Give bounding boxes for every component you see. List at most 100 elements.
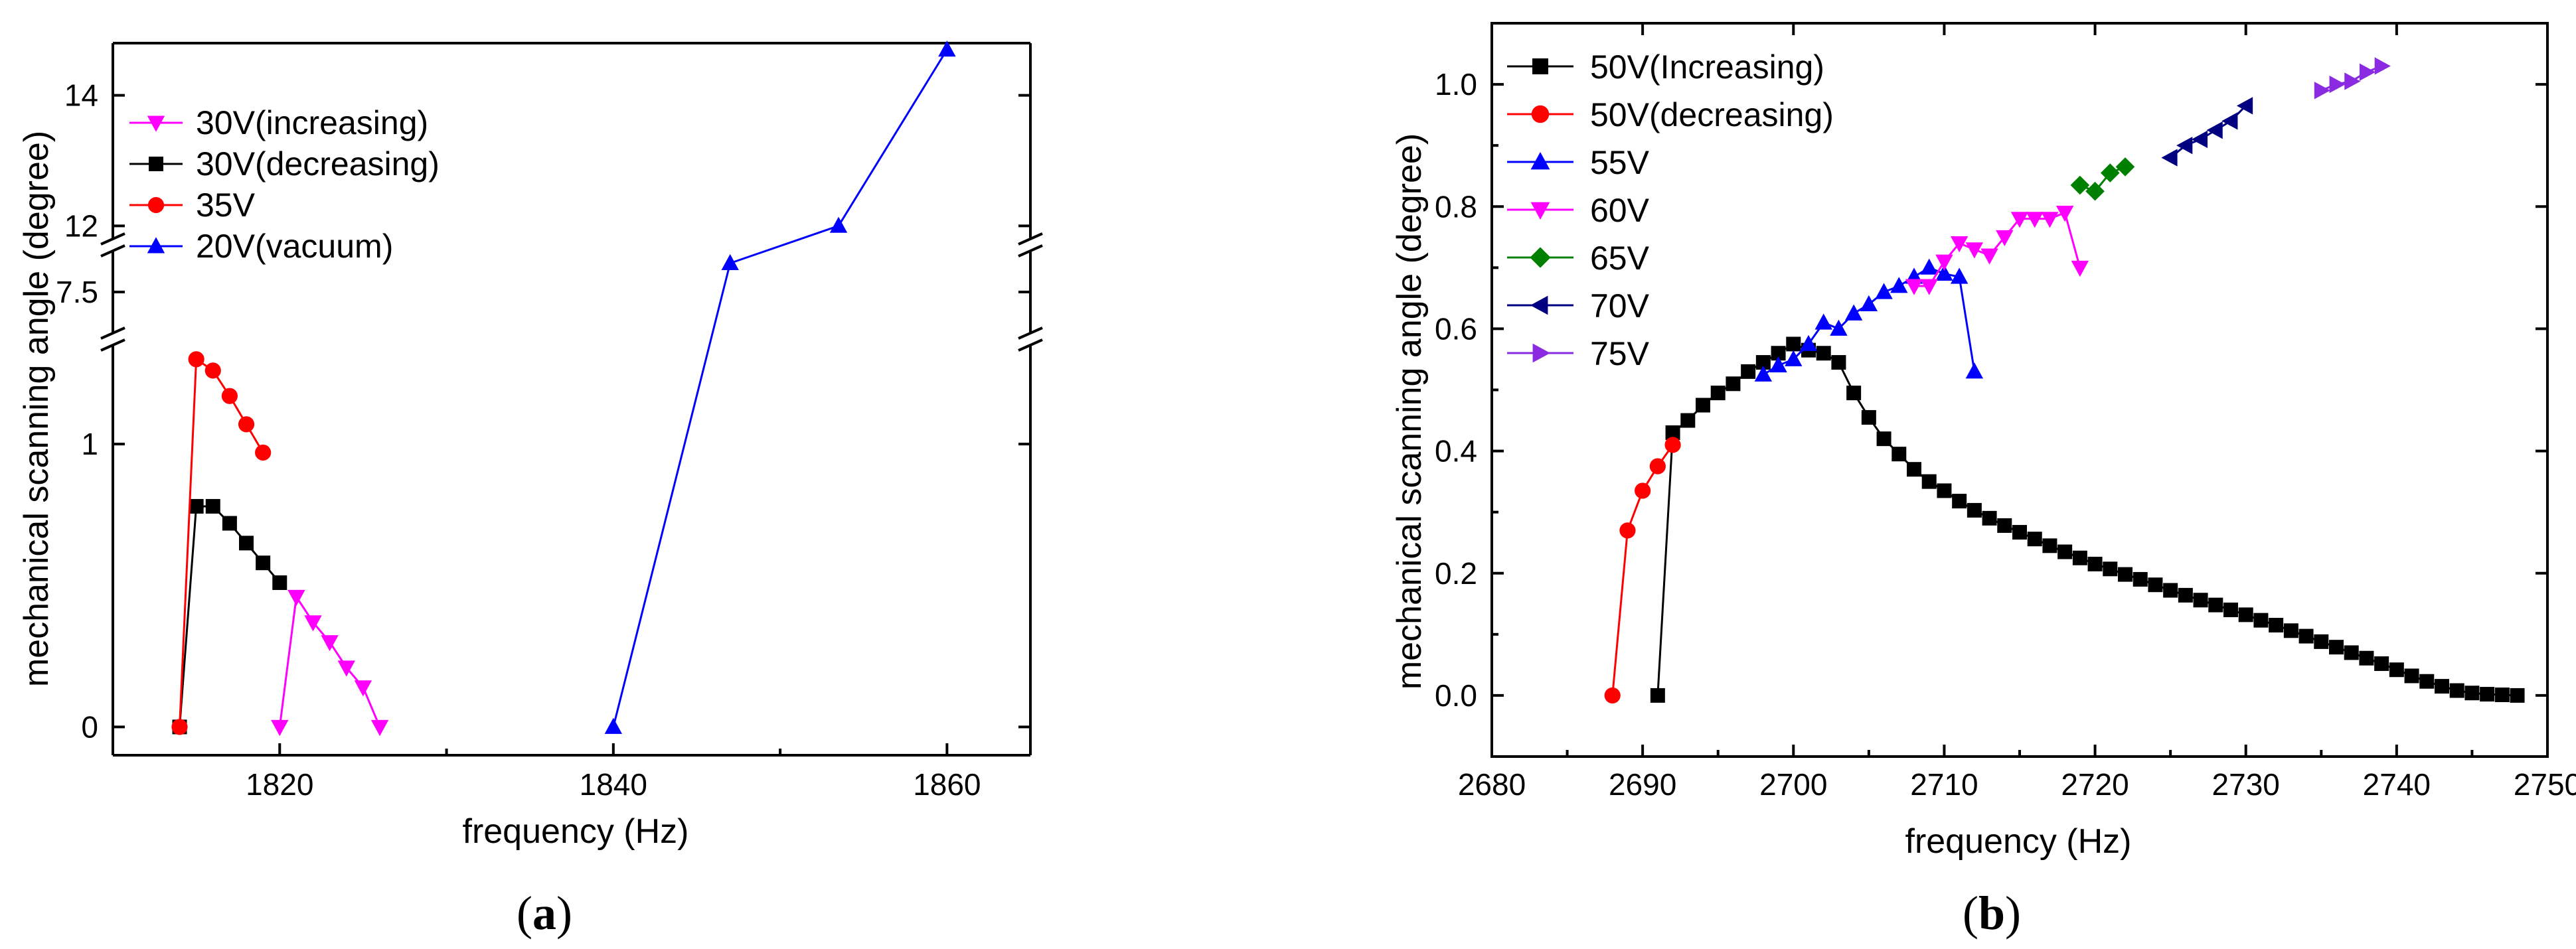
a-legend-marker bbox=[147, 237, 165, 254]
b-data-point bbox=[1769, 356, 1787, 373]
b-series-6 bbox=[2314, 57, 2391, 100]
b-series-line bbox=[2079, 166, 2126, 193]
b-legend-item: 70V bbox=[1507, 287, 1650, 325]
b-data-point bbox=[2118, 567, 2133, 582]
b-data-point bbox=[2085, 181, 2105, 201]
b-legend-label: 70V bbox=[1590, 287, 1650, 325]
chart-a-legend: 30V(increasing) 30V(decreasing)35V 20V(vac… bbox=[129, 104, 440, 265]
b-data-point bbox=[1920, 279, 1938, 295]
a-data-point bbox=[239, 536, 254, 551]
b-data-point bbox=[2314, 634, 2329, 649]
a-data-point bbox=[354, 680, 372, 697]
b-legend-marker bbox=[1532, 58, 1548, 74]
b-xtick-label: 2680 bbox=[1458, 767, 1526, 802]
b-legend-label: 50V(Increasing) bbox=[1590, 48, 1824, 86]
b-data-point bbox=[2359, 63, 2376, 81]
a-xtick-label: 1820 bbox=[246, 767, 313, 802]
b-data-point bbox=[2344, 645, 2359, 660]
b-data-point bbox=[2404, 668, 2419, 684]
b-legend-label: 55V bbox=[1590, 144, 1650, 181]
b-data-point bbox=[1890, 277, 1908, 293]
a-axis-break-mark bbox=[100, 244, 125, 257]
b-ytick-label: 0.6 bbox=[1435, 311, 1477, 346]
chart-a-series bbox=[171, 40, 956, 737]
b-data-point bbox=[2042, 538, 2057, 553]
b-data-point bbox=[1952, 494, 1967, 509]
b-data-point bbox=[2103, 561, 2118, 577]
b-data-point bbox=[1696, 398, 1710, 413]
b-data-point bbox=[1982, 510, 1997, 526]
b-data-point bbox=[1921, 474, 1937, 489]
a-data-point bbox=[255, 444, 272, 461]
svg-text:(a): (a) bbox=[517, 887, 572, 940]
b-data-point bbox=[2176, 136, 2193, 155]
b-data-point bbox=[2148, 577, 2163, 593]
b-data-point bbox=[2374, 57, 2391, 75]
b-data-point bbox=[1814, 313, 1832, 330]
b-series-5 bbox=[2161, 97, 2253, 167]
a-axis-break-mark bbox=[1018, 244, 1043, 257]
b-data-point bbox=[1935, 264, 1953, 281]
b-data-point bbox=[1754, 365, 1773, 382]
b-data-point bbox=[2238, 607, 2253, 622]
b-data-point bbox=[1755, 355, 1771, 370]
b-series-4 bbox=[2070, 157, 2135, 201]
b-data-point bbox=[1997, 518, 2012, 533]
b-data-point bbox=[2480, 687, 2495, 702]
b-data-point bbox=[1980, 248, 1998, 265]
b-series-1 bbox=[1604, 437, 1681, 704]
b-data-point bbox=[2070, 175, 2090, 195]
b-data-point bbox=[1635, 482, 1651, 499]
a-legend-marker bbox=[147, 196, 165, 214]
chart-b-ylabel: mechanical scanning angle (degree) bbox=[1390, 133, 1429, 690]
b-legend-marker bbox=[1530, 202, 1550, 220]
b-data-point bbox=[1965, 362, 1984, 379]
b-data-point bbox=[2026, 212, 2044, 228]
a-axis-break-mark bbox=[100, 327, 125, 340]
a-legend-item: 20V(vacuum) bbox=[129, 228, 393, 265]
b-legend-item: 60V bbox=[1507, 192, 1650, 229]
b-data-point bbox=[1861, 409, 1876, 425]
b-data-point bbox=[2161, 149, 2178, 167]
b-data-point bbox=[1937, 483, 1952, 498]
b-data-point bbox=[1619, 522, 1636, 539]
b-ytick-label: 0.8 bbox=[1435, 189, 1477, 224]
a-data-point bbox=[238, 416, 255, 433]
a-ytick-label: 1 bbox=[81, 427, 98, 461]
b-data-point bbox=[1905, 279, 1923, 295]
b-data-point bbox=[2133, 571, 2148, 587]
a-data-point bbox=[304, 615, 322, 632]
b-xtick-label: 2690 bbox=[1609, 767, 1676, 802]
b-data-point bbox=[2057, 544, 2073, 559]
a-legend-marker bbox=[149, 157, 163, 171]
chart-b-legend: 50V(Increasing) 50V(decreasing) 55V 60V 65V 7… bbox=[1507, 48, 1834, 372]
a-series-0 bbox=[271, 589, 389, 737]
b-data-point bbox=[2253, 613, 2269, 628]
a-ytick-label: 7.5 bbox=[56, 275, 98, 309]
a-data-point bbox=[222, 516, 237, 531]
b-data-point bbox=[1785, 350, 1803, 366]
chart-b-series bbox=[1604, 57, 2525, 704]
b-data-point bbox=[1950, 267, 1969, 284]
b-data-point bbox=[2055, 206, 2074, 222]
b-data-point bbox=[1741, 364, 1756, 379]
b-legend-marker bbox=[1531, 105, 1550, 123]
b-data-point bbox=[2163, 583, 2178, 598]
b-series-3 bbox=[1905, 206, 2089, 295]
a-data-point bbox=[188, 351, 204, 368]
b-data-point bbox=[1875, 283, 1893, 299]
b-series-0 bbox=[1650, 336, 2525, 703]
b-data-point bbox=[1799, 334, 1818, 351]
b-data-point bbox=[2221, 112, 2238, 130]
b-ytick-label: 0.0 bbox=[1435, 678, 1477, 713]
chart-a-frame bbox=[100, 42, 1043, 757]
b-legend-item: 50V(Increasing) bbox=[1507, 48, 1824, 86]
b-legend-marker bbox=[1530, 152, 1550, 170]
b-legend-marker bbox=[1530, 247, 1551, 268]
a-data-point bbox=[604, 717, 623, 734]
a-axis-break-mark bbox=[1018, 338, 1043, 352]
b-data-point bbox=[1604, 687, 1621, 704]
a-xtick-label: 1840 bbox=[580, 767, 647, 802]
b-data-point bbox=[2329, 75, 2346, 94]
b-series-line bbox=[1656, 342, 2518, 697]
